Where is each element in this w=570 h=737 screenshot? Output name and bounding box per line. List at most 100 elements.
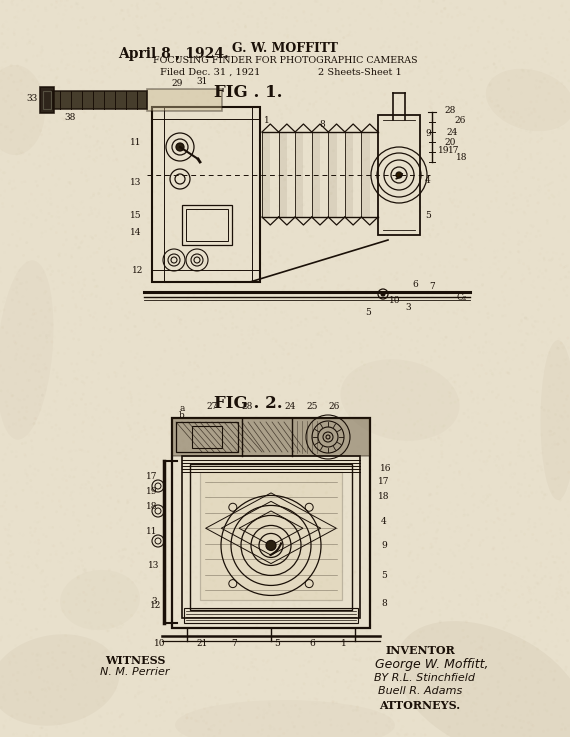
Point <box>367 381 376 393</box>
Point <box>520 689 530 701</box>
Point <box>251 322 260 334</box>
Point <box>380 88 389 100</box>
Point <box>356 608 365 620</box>
Point <box>496 658 505 670</box>
Point <box>144 133 153 144</box>
Point <box>439 0 449 6</box>
Point <box>511 727 520 737</box>
Point <box>34 648 43 660</box>
Point <box>15 414 24 426</box>
Point <box>149 545 158 556</box>
Point <box>347 50 356 62</box>
Point <box>255 487 264 499</box>
Point <box>68 376 77 388</box>
Point <box>467 529 476 541</box>
Point <box>446 164 455 176</box>
Point <box>15 264 25 276</box>
Point <box>363 242 372 254</box>
Point <box>56 85 66 97</box>
Point <box>140 421 149 433</box>
Point <box>205 203 214 214</box>
Point <box>84 646 93 657</box>
Point <box>483 683 492 695</box>
Point <box>518 146 527 158</box>
Point <box>478 108 487 120</box>
Point <box>403 687 412 699</box>
Point <box>337 534 347 545</box>
Point <box>141 105 150 116</box>
Point <box>376 279 385 290</box>
Point <box>200 669 209 681</box>
Point <box>87 468 96 480</box>
Point <box>135 29 144 41</box>
Point <box>71 560 80 572</box>
Point <box>552 654 561 666</box>
Point <box>36 125 45 136</box>
Point <box>559 702 568 714</box>
Point <box>145 295 154 307</box>
Point <box>442 100 451 112</box>
Point <box>286 164 295 176</box>
Point <box>374 283 383 295</box>
Point <box>530 663 539 675</box>
Point <box>55 151 64 163</box>
Point <box>381 176 390 188</box>
Point <box>195 535 204 547</box>
Point <box>364 415 373 427</box>
Point <box>373 612 382 624</box>
Point <box>442 288 451 300</box>
Point <box>9 728 18 737</box>
Point <box>206 551 215 562</box>
Point <box>316 475 325 486</box>
Point <box>47 592 56 604</box>
Point <box>445 595 454 607</box>
Point <box>156 320 165 332</box>
Point <box>279 678 288 690</box>
Point <box>500 604 510 615</box>
Point <box>82 30 91 42</box>
Point <box>502 587 511 599</box>
Point <box>557 56 567 68</box>
Point <box>39 326 48 338</box>
Point <box>178 369 188 381</box>
Point <box>246 27 255 38</box>
Point <box>452 219 461 231</box>
Point <box>460 312 469 324</box>
Point <box>430 421 439 433</box>
Point <box>128 519 137 531</box>
Point <box>460 615 469 627</box>
Point <box>535 635 544 646</box>
Point <box>23 478 32 489</box>
Point <box>125 420 135 432</box>
Point <box>561 271 570 283</box>
Point <box>527 12 536 24</box>
Point <box>299 688 308 699</box>
Point <box>41 311 50 323</box>
Point <box>459 9 469 21</box>
Point <box>177 729 186 737</box>
Point <box>433 38 442 50</box>
Point <box>532 96 541 108</box>
Point <box>502 722 511 733</box>
Point <box>477 74 486 85</box>
Point <box>375 533 384 545</box>
Point <box>273 39 282 51</box>
Point <box>232 697 241 709</box>
Point <box>469 209 478 220</box>
Point <box>474 342 483 354</box>
Point <box>495 637 504 649</box>
Point <box>124 408 133 420</box>
Point <box>10 182 19 194</box>
Point <box>123 417 132 429</box>
Point <box>250 674 259 686</box>
Point <box>303 671 312 682</box>
Point <box>355 39 364 51</box>
Point <box>336 375 345 387</box>
Point <box>461 654 470 666</box>
Point <box>231 29 240 41</box>
Point <box>490 58 499 70</box>
Point <box>413 416 422 427</box>
Point <box>62 234 71 245</box>
Point <box>160 343 169 355</box>
Point <box>447 646 456 658</box>
